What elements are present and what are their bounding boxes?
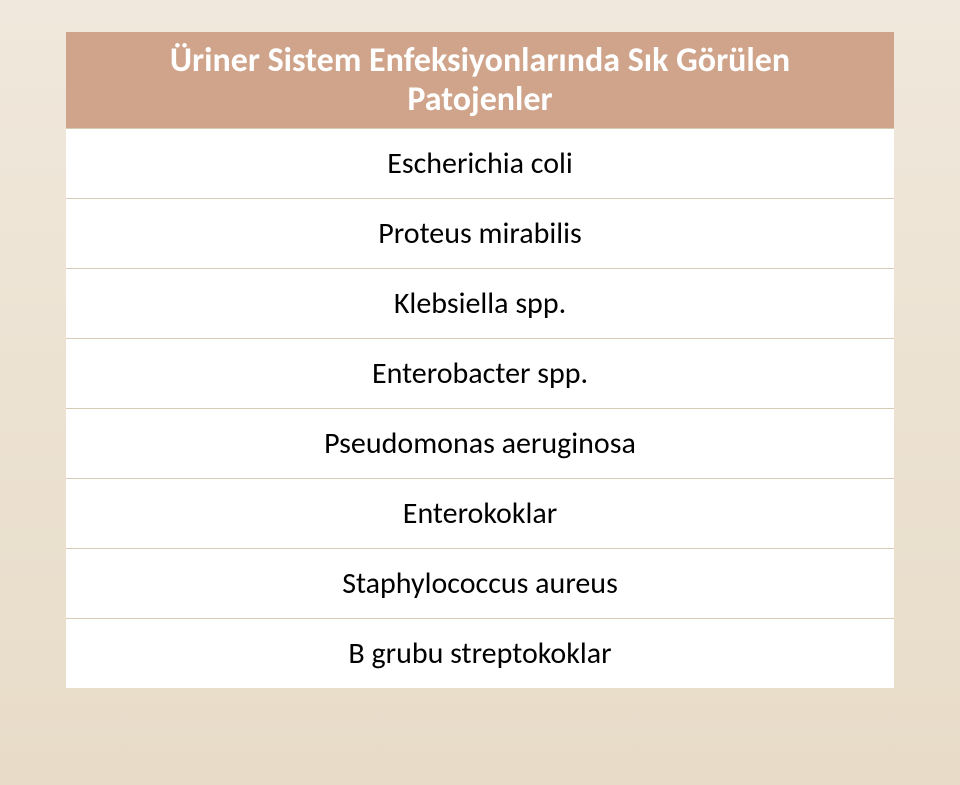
table-row: Escherichia coli — [66, 128, 894, 198]
table-row: Pseudomonas aeruginosa — [66, 408, 894, 478]
pathogen-table: Üriner Sistem Enfeksiyonlarında Sık Görü… — [66, 32, 894, 688]
table-row: Klebsiella spp. — [66, 268, 894, 338]
slide: Üriner Sistem Enfeksiyonlarında Sık Görü… — [0, 0, 960, 785]
table-header-line2: Patojenler — [407, 80, 552, 119]
table-row: Proteus mirabilis — [66, 198, 894, 268]
table-row: Enterobacter spp. — [66, 338, 894, 408]
table-row: B grubu streptokoklar — [66, 618, 894, 688]
table-row: Enterokoklar — [66, 478, 894, 548]
table-header: Üriner Sistem Enfeksiyonlarında Sık Görü… — [66, 32, 894, 128]
table-header-line1: Üriner Sistem Enfeksiyonlarında Sık Görü… — [170, 41, 790, 80]
table-row: Staphylococcus aureus — [66, 548, 894, 618]
